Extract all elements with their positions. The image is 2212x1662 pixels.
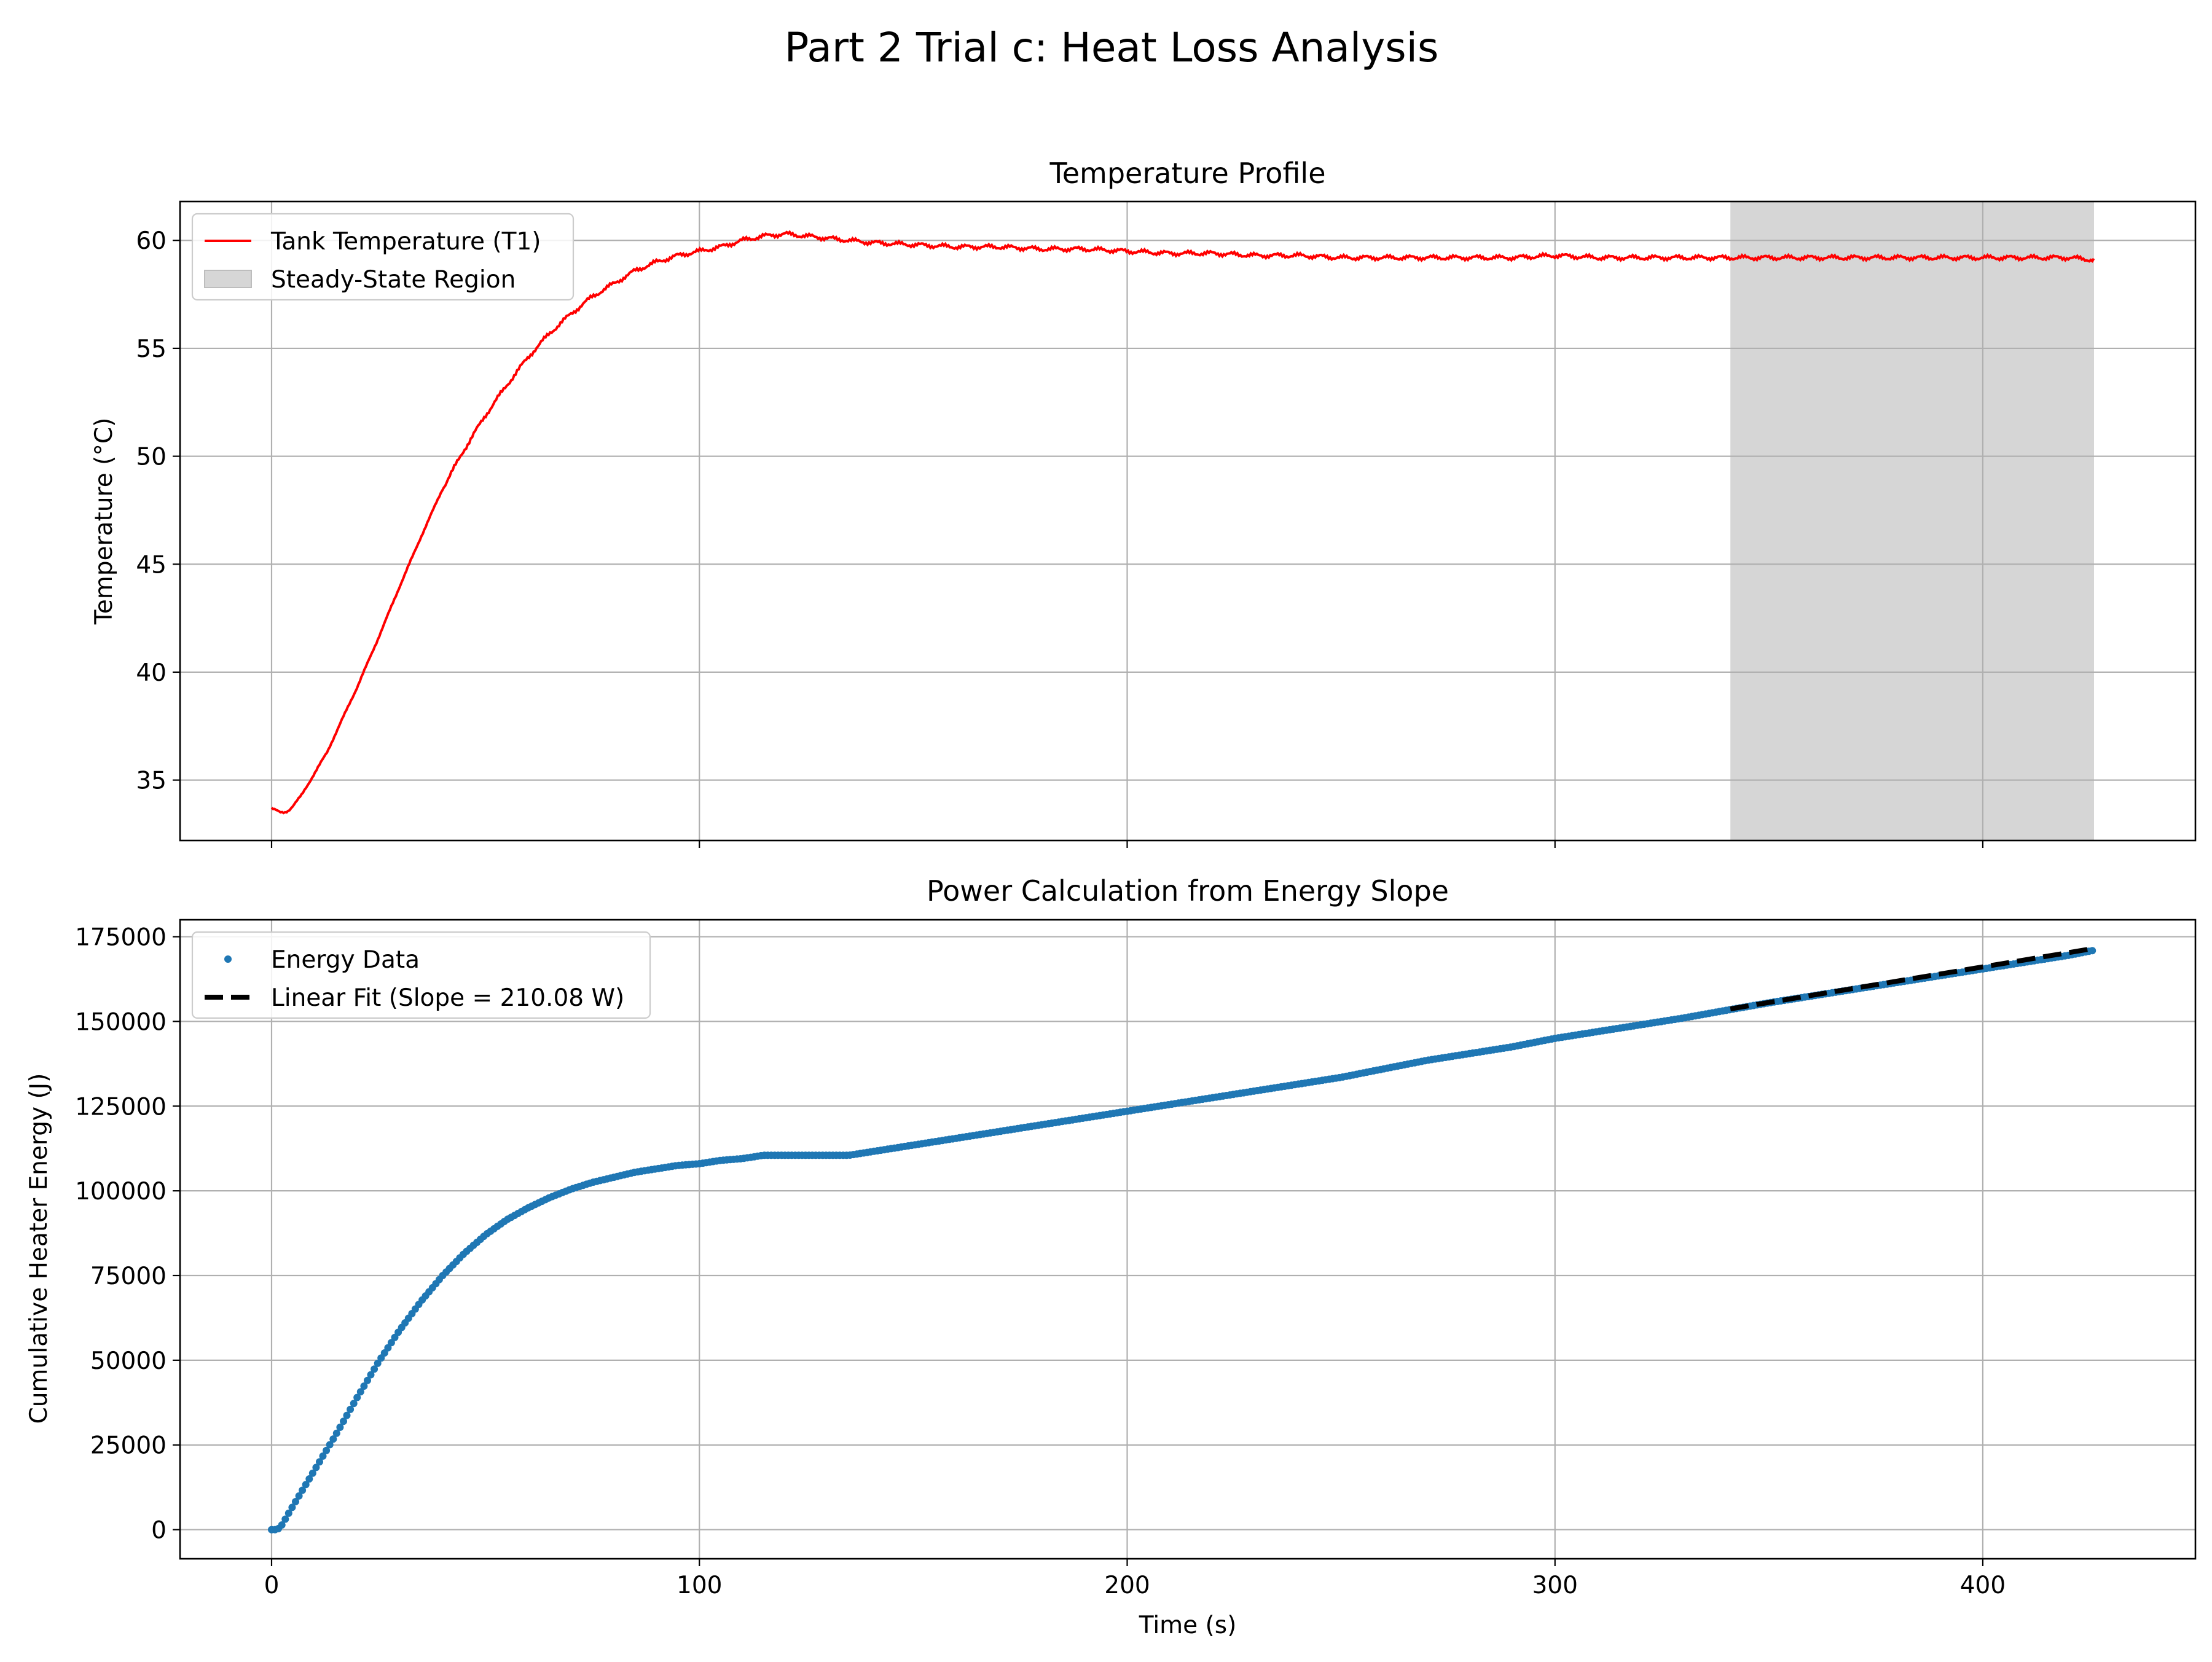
axes-frame xyxy=(179,919,2197,1560)
energy-data-point xyxy=(305,1475,313,1483)
x-tick-label: 100 xyxy=(677,1572,722,1599)
y-tick-label: 45 xyxy=(136,551,167,579)
energy-data-point xyxy=(374,1359,382,1367)
y-tick-label: 35 xyxy=(136,767,167,795)
energy-data-point xyxy=(347,1405,355,1413)
energy-data-point xyxy=(2088,947,2096,955)
x-tick-label: 400 xyxy=(1960,1572,2006,1599)
energy-data-point xyxy=(308,1469,316,1477)
energy-data-point xyxy=(302,1481,310,1489)
y-tick-label: 0 xyxy=(151,1517,167,1545)
legend-label: Linear Fit (Slope = 210.08 W) xyxy=(271,984,624,1012)
y-tick-label: 40 xyxy=(136,659,167,687)
axes-frame xyxy=(179,200,2197,842)
energy-data-point xyxy=(295,1492,303,1500)
energy-data-point xyxy=(326,1441,334,1449)
energy-data-point xyxy=(329,1435,337,1443)
legend-patch-swatch xyxy=(204,270,252,288)
x-tick-label: 200 xyxy=(1104,1572,1150,1599)
steady-state-region xyxy=(1730,202,2094,841)
energy-data-point xyxy=(343,1411,351,1419)
energy-slope-axes: Power Calculation from Energy Slope Time… xyxy=(25,874,2197,1639)
energy-data-point xyxy=(360,1382,368,1390)
time-axis-label: Time (s) xyxy=(1139,1612,1237,1639)
energy-data-point xyxy=(356,1388,364,1396)
energy-data-point xyxy=(371,1365,378,1373)
y-tick-label: 125000 xyxy=(75,1093,167,1121)
y-tick-label: 60 xyxy=(136,227,167,255)
energy-axis-label: Cumulative Heater Energy (J) xyxy=(25,1073,53,1424)
x-tick-label: 0 xyxy=(264,1572,280,1599)
energy-data-point xyxy=(332,1429,340,1437)
y-tick-label: 175000 xyxy=(75,924,167,952)
legend-box xyxy=(191,931,651,1019)
legend-marker-swatch xyxy=(224,955,232,963)
legend-label: Steady-State Region xyxy=(271,266,516,294)
y-tick-label: 25000 xyxy=(90,1432,167,1460)
energy-data-point xyxy=(353,1393,361,1401)
y-tick-label: 100000 xyxy=(75,1178,167,1205)
x-tick-label: 300 xyxy=(1532,1572,1577,1599)
energy-data-point xyxy=(364,1376,371,1384)
energy-slope-title: Power Calculation from Energy Slope xyxy=(927,874,1449,907)
temperature-profile-axes: Temperature Profile Temperature (°C) 35 4… xyxy=(90,157,2197,848)
legend-label: Energy Data xyxy=(271,946,420,974)
y-tick-label: 50000 xyxy=(90,1347,167,1375)
energy-data-point xyxy=(292,1498,299,1505)
energy-data-point xyxy=(278,1521,286,1529)
energy-data-point xyxy=(319,1452,327,1460)
energy-data-point xyxy=(367,1371,375,1379)
energy-data-point xyxy=(340,1417,347,1425)
plot-area xyxy=(268,946,2096,1534)
energy-data-point xyxy=(299,1486,307,1494)
energy-data-point xyxy=(281,1515,289,1523)
y-tick-label: 50 xyxy=(136,444,167,471)
temperature-line xyxy=(270,230,2095,815)
energy-data-point xyxy=(316,1458,323,1466)
energy-data-point xyxy=(336,1424,344,1431)
energy-data-point xyxy=(288,1503,296,1511)
energy-data-point xyxy=(312,1464,320,1472)
energy-data-point xyxy=(350,1400,358,1408)
linear-fit-line xyxy=(1730,946,2095,1011)
y-tick-label: 150000 xyxy=(75,1008,167,1036)
energy-data-point xyxy=(323,1446,331,1454)
legend-label: Tank Temperature (T1) xyxy=(270,228,541,256)
legend-box xyxy=(191,213,575,301)
figure-title: Part 2 Trial c: Heat Loss Analysis xyxy=(785,24,1439,71)
y-tick-label: 55 xyxy=(136,335,167,363)
plot-area xyxy=(270,230,2095,815)
temperature-profile-title: Temperature Profile xyxy=(1049,157,1325,190)
temperature-axis-label: Temperature (°C) xyxy=(90,418,118,625)
energy-data-point xyxy=(284,1509,292,1517)
y-tick-label: 75000 xyxy=(90,1263,167,1290)
